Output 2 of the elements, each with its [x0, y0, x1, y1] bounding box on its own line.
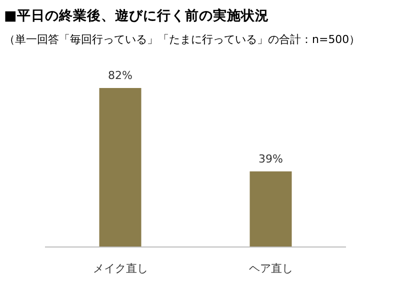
title: ■平日の終業後、遊びに行く前の実施状況: [4, 8, 269, 24]
subtitle: （単一回答「毎回行っている」「たまに行っている」の合計：n=500）: [4, 33, 360, 46]
